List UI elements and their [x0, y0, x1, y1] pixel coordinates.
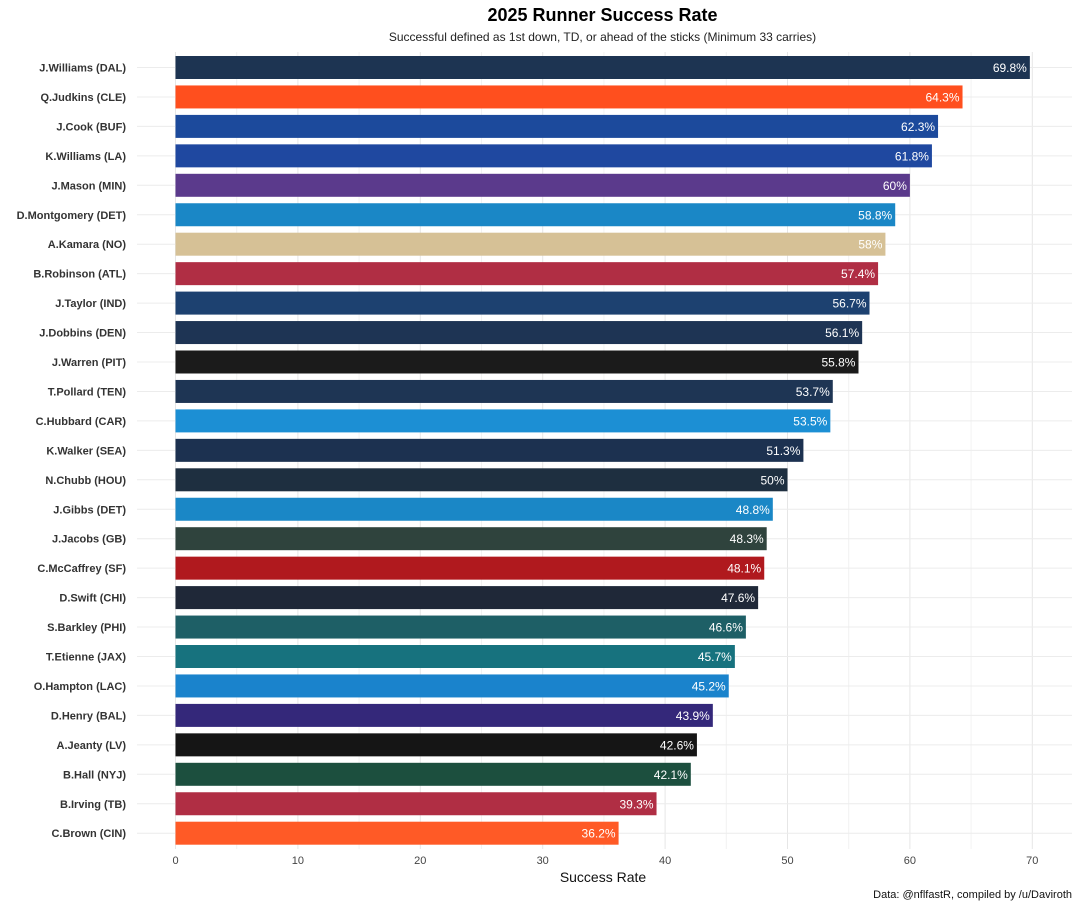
data-label: 56.1%: [825, 326, 859, 340]
bars: [175, 56, 1030, 845]
y-tick-label: B.Hall (NYJ): [63, 769, 126, 781]
y-tick-label: S.Barkley (PHI): [47, 622, 126, 634]
bar: [175, 56, 1030, 79]
data-label: 53.5%: [793, 414, 827, 428]
bar: [175, 291, 870, 315]
data-label: 46.6%: [709, 621, 743, 635]
data-label: 60%: [883, 179, 907, 193]
y-tick-label: J.Taylor (IND): [55, 298, 126, 310]
y-tick-label: A.Kamara (NO): [48, 239, 127, 251]
x-tick-label: 20: [414, 855, 426, 867]
x-axis-label: Success Rate: [559, 869, 647, 885]
bar: [175, 468, 788, 492]
bar: [175, 379, 833, 403]
y-tick-label: J.Warren (PIT): [52, 357, 126, 369]
chart-caption: Data: @nflfastR, compiled by /u/Daviroth: [873, 889, 1072, 901]
y-tick-label: K.Walker (SEA): [46, 445, 126, 457]
bar: [175, 645, 735, 668]
y-tick-label: D.Montgomery (DET): [17, 210, 127, 222]
bar: [175, 615, 746, 639]
y-tick-label: J.Dobbins (DEN): [39, 328, 126, 340]
x-tick-label: 10: [292, 855, 304, 867]
chart-subtitle: Successful defined as 1st down, TD, or a…: [388, 30, 817, 44]
y-tick-label: N.Chubb (HOU): [45, 475, 126, 487]
bar: [175, 262, 879, 286]
data-label: 69.8%: [993, 61, 1027, 75]
bar: [175, 733, 697, 757]
bar: [175, 527, 767, 551]
bar: [175, 114, 939, 138]
bar: [175, 144, 932, 168]
y-tick-label: K.Williams (LA): [45, 151, 126, 163]
x-tick-label: 30: [537, 855, 549, 867]
x-tick-label: 0: [172, 855, 178, 867]
x-tick-label: 70: [1026, 855, 1038, 867]
data-label: 53.7%: [796, 385, 830, 399]
y-tick-label: C.Hubbard (CAR): [36, 416, 127, 428]
data-label: 43.9%: [676, 709, 710, 723]
y-axis-labels: J.Williams (DAL) Q.Judkins (CLE) J.Cook (B…: [17, 63, 127, 841]
data-label: 48.1%: [727, 562, 761, 576]
y-tick-label: Q.Judkins (CLE): [40, 92, 126, 104]
y-tick-label: C.Brown (CIN): [51, 828, 126, 840]
bar: [175, 350, 859, 374]
data-label: 51.3%: [766, 444, 800, 458]
data-label: 58%: [858, 238, 882, 252]
data-label: 57.4%: [841, 267, 875, 281]
y-tick-label: O.Hampton (LAC): [34, 681, 127, 693]
y-tick-label: C.McCaffrey (SF): [37, 563, 126, 575]
y-tick-label: A.Jeanty (LV): [57, 740, 127, 752]
data-label: 47.6%: [721, 591, 755, 605]
y-tick-label: J.Jacobs (GB): [52, 534, 126, 546]
data-label: 64.3%: [926, 90, 960, 104]
y-tick-label: B.Robinson (ATL): [33, 269, 126, 281]
bar: [175, 792, 657, 816]
bar: [175, 497, 773, 521]
chart-title: 2025 Runner Success Rate: [487, 5, 718, 25]
x-tick-label: 50: [781, 855, 793, 867]
data-labels: 69.8% 64.3% 62.3% 61.8% 60% 58.8% 58% 57.4% 56.7…: [582, 61, 1028, 841]
bar: [175, 674, 729, 698]
bar: [175, 438, 804, 462]
bar: [175, 203, 896, 227]
bar: [175, 173, 910, 197]
y-tick-label: D.Henry (BAL): [51, 710, 127, 722]
data-label: 62.3%: [901, 120, 935, 134]
bar: [175, 586, 759, 610]
y-tick-label: J.Mason (MIN): [51, 180, 126, 192]
x-tick-label: 60: [904, 855, 916, 867]
data-label: 45.7%: [698, 650, 732, 664]
data-label: 56.7%: [832, 297, 866, 311]
bar: [175, 821, 619, 845]
y-tick-label: J.Cook (BUF): [56, 121, 126, 133]
y-tick-label: B.Irving (TB): [60, 799, 126, 811]
data-label: 48.8%: [736, 503, 770, 517]
bar: [175, 321, 863, 345]
data-label: 42.6%: [660, 738, 694, 752]
data-label: 50%: [760, 473, 784, 487]
x-tick-label: 40: [659, 855, 671, 867]
data-label: 61.8%: [895, 149, 929, 163]
y-tick-label: T.Etienne (JAX): [46, 652, 126, 664]
y-tick-label: J.Williams (DAL): [39, 63, 126, 75]
data-label: 36.2%: [582, 827, 616, 841]
bar: [175, 556, 765, 580]
bar: [175, 85, 963, 109]
y-tick-label: D.Swift (CHI): [59, 593, 126, 605]
data-label: 45.2%: [692, 679, 726, 693]
bar: [175, 232, 886, 256]
y-tick-label: T.Pollard (TEN): [48, 386, 127, 398]
bar: [175, 762, 691, 786]
x-axis-ticks: 0 10 20 30 40 50 60 70: [172, 855, 1038, 867]
data-label: 58.8%: [858, 208, 892, 222]
bar: [175, 409, 831, 433]
bar: [175, 703, 713, 727]
y-tick-label: J.Gibbs (DET): [53, 504, 126, 516]
data-label: 39.3%: [620, 797, 654, 811]
data-label: 42.1%: [654, 768, 688, 782]
data-label: 48.3%: [730, 532, 764, 546]
data-label: 55.8%: [821, 356, 855, 370]
